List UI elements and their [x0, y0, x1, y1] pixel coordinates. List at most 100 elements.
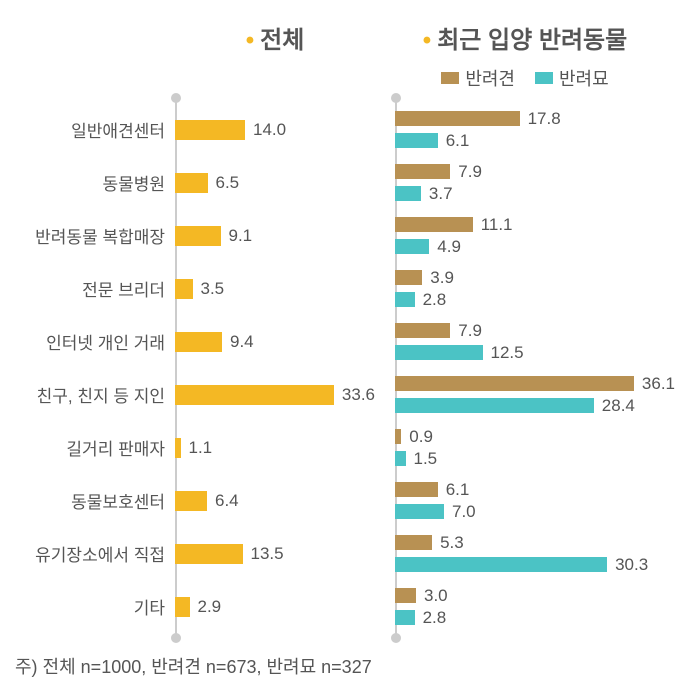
recent-bar-row: 7.912.5 — [395, 315, 675, 368]
total-bar-row: 33.6 — [175, 368, 375, 421]
legend-cat: 반려묘 — [535, 65, 609, 91]
category-label: 기타 — [15, 580, 175, 633]
legend: 반려견 반려묘 — [375, 65, 675, 91]
total-bar — [175, 173, 208, 193]
recent-bar-row: 17.86.1 — [395, 103, 675, 156]
dog-bar — [395, 376, 634, 391]
recent-bar-row: 0.91.5 — [395, 421, 675, 474]
total-value: 9.4 — [230, 332, 254, 352]
dog-bar — [395, 270, 422, 285]
total-bars-column: 14.0 6.5 9.1 3.5 9.4 33.6 1.1 6.4 13.5 2.9 — [175, 103, 375, 633]
dog-bar — [395, 111, 520, 126]
cat-bar — [395, 451, 406, 466]
total-value: 6.4 — [215, 491, 239, 511]
total-bar-row: 6.5 — [175, 156, 375, 209]
footnote: 주) 전체 n=1000, 반려견 n=673, 반려묘 n=327 — [15, 653, 675, 679]
header-recent: •최근 입양 반려동물 — [375, 20, 675, 55]
category-label: 친구, 친지 등 지인 — [15, 368, 175, 421]
recent-bar-row: 6.17.0 — [395, 474, 675, 527]
total-value: 1.1 — [189, 438, 213, 458]
dog-value: 6.1 — [446, 480, 470, 500]
total-bar-row: 14.0 — [175, 103, 375, 156]
total-bar-row: 1.1 — [175, 421, 375, 474]
cat-bar — [395, 557, 607, 572]
recent-bar-row: 36.128.4 — [395, 368, 675, 421]
cat-value: 30.3 — [615, 555, 648, 575]
cat-value: 6.1 — [446, 131, 470, 151]
legend-swatch-cat — [535, 72, 553, 84]
legend-row: 반려견 반려묘 — [15, 65, 675, 91]
total-bar — [175, 491, 207, 511]
total-bar — [175, 438, 181, 458]
axis-dot-icon — [391, 633, 401, 643]
total-bar — [175, 120, 245, 140]
chart-headers: •전체 •최근 입양 반려동물 — [15, 20, 675, 55]
cat-bar — [395, 504, 444, 519]
cat-bar — [395, 292, 415, 307]
dog-bar — [395, 323, 450, 338]
dog-bar — [395, 429, 401, 444]
category-label: 동물보호센터 — [15, 474, 175, 527]
category-label: 유기장소에서 직접 — [15, 527, 175, 580]
category-label: 반려동물 복합매장 — [15, 209, 175, 262]
dog-value: 11.1 — [481, 215, 513, 235]
cat-bar — [395, 133, 438, 148]
legend-swatch-dog — [441, 72, 459, 84]
cat-bar — [395, 345, 483, 360]
dog-bar — [395, 217, 473, 232]
category-labels: 일반애견센터동물병원반려동물 복합매장전문 브리더인터넷 개인 거래친구, 친지… — [15, 103, 175, 633]
dog-bar — [395, 482, 438, 497]
header-total: •전체 — [175, 20, 375, 55]
category-label: 전문 브리더 — [15, 262, 175, 315]
recent-bar-row: 3.02.8 — [395, 580, 675, 633]
total-bar-row: 6.4 — [175, 474, 375, 527]
dog-bar — [395, 535, 432, 550]
axis-dot-icon — [171, 633, 181, 643]
total-bar — [175, 279, 193, 299]
total-bar-row: 13.5 — [175, 527, 375, 580]
cat-bar — [395, 610, 415, 625]
total-bar — [175, 597, 190, 617]
total-bar — [175, 385, 334, 405]
total-value: 13.5 — [251, 544, 284, 564]
dog-value: 3.0 — [424, 586, 448, 606]
legend-dog-label: 반려견 — [465, 65, 515, 91]
bullet-icon: • — [423, 27, 431, 54]
total-bar — [175, 544, 243, 564]
cat-value: 3.7 — [429, 184, 453, 204]
dog-bar — [395, 588, 416, 603]
total-bar — [175, 226, 221, 246]
total-bar-row: 3.5 — [175, 262, 375, 315]
cat-value: 1.5 — [414, 449, 438, 469]
total-bar-row: 9.4 — [175, 315, 375, 368]
dog-value: 36.1 — [642, 374, 675, 394]
category-label: 일반애견센터 — [15, 103, 175, 156]
recent-bar-row: 7.93.7 — [395, 156, 675, 209]
cat-value: 7.0 — [452, 502, 476, 522]
dog-value: 5.3 — [440, 533, 464, 553]
cat-bar — [395, 239, 429, 254]
category-label: 인터넷 개인 거래 — [15, 315, 175, 368]
header-total-text: 전체 — [260, 27, 304, 54]
bullet-icon: • — [246, 27, 254, 54]
dog-value: 7.9 — [458, 321, 482, 341]
cat-value: 2.8 — [423, 290, 447, 310]
axis-dot-icon — [171, 93, 181, 103]
header-recent-text: 최근 입양 반려동물 — [437, 27, 627, 54]
total-bar — [175, 332, 222, 352]
legend-dog: 반려견 — [441, 65, 515, 91]
legend-cat-label: 반려묘 — [559, 65, 609, 91]
total-value: 3.5 — [201, 279, 225, 299]
dog-bar — [395, 164, 450, 179]
total-value: 6.5 — [216, 173, 240, 193]
total-value: 9.1 — [229, 226, 253, 246]
cat-bar — [395, 186, 421, 201]
recent-bar-row: 5.3 30.3 — [395, 527, 675, 580]
total-bar-row: 9.1 — [175, 209, 375, 262]
dog-value: 0.9 — [409, 427, 433, 447]
total-bar-row: 2.9 — [175, 580, 375, 633]
category-label: 길거리 판매자 — [15, 421, 175, 474]
recent-bar-row: 3.92.8 — [395, 262, 675, 315]
total-value: 14.0 — [253, 120, 286, 140]
dog-value: 3.9 — [430, 268, 454, 288]
